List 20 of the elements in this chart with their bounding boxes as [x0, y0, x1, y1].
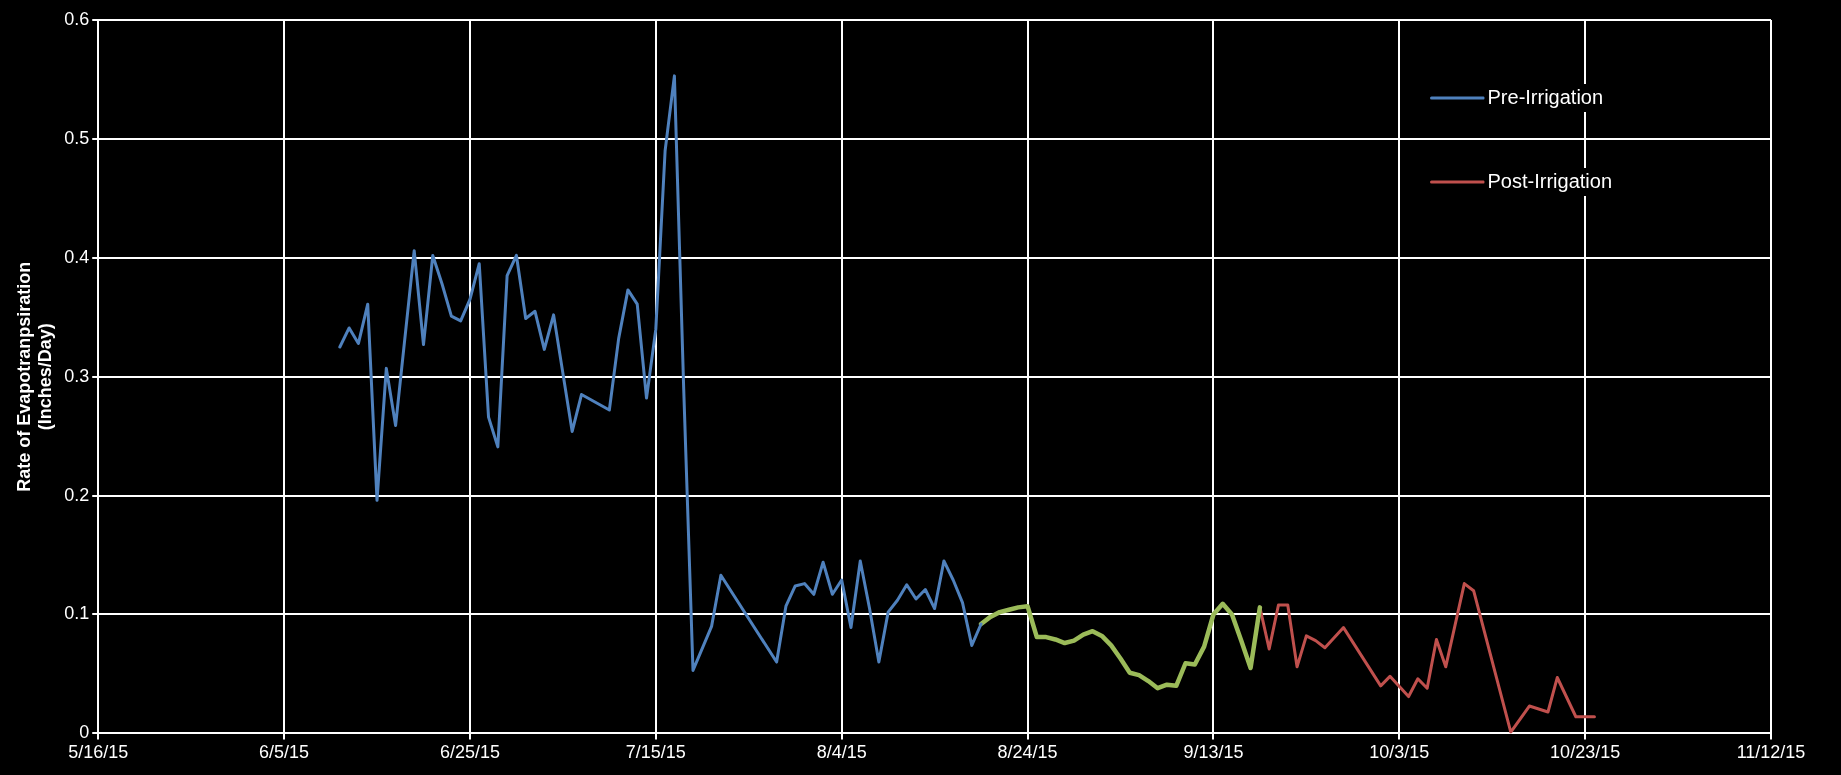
x-tick-label: 6/25/15 [439, 742, 500, 763]
x-tick-label: 11/12/15 [1736, 742, 1806, 763]
x-tick-label: 8/24/15 [997, 742, 1058, 763]
y-axis-title: Rate of Evapotranpsiration (Inches/Day) [13, 261, 56, 492]
x-tick-label: 9/13/15 [1183, 742, 1244, 763]
legend-label: Post-Irrigation [1487, 169, 1613, 192]
legend-label: Pre-Irrigation [1487, 85, 1604, 108]
x-tick-label: 5/16/15 [68, 742, 129, 763]
y-tick-label: 0.6 [64, 8, 90, 29]
x-tick-label: 8/4/15 [816, 742, 867, 763]
x-tick-label: 10/23/15 [1550, 742, 1621, 763]
y-tick-label: 0.5 [64, 127, 90, 148]
y-tick-label: 0.3 [64, 365, 90, 386]
y-tick-label: 0 [79, 722, 90, 743]
y-tick-label: 0.4 [64, 246, 90, 267]
y-tick-label: 0.1 [64, 603, 90, 624]
x-tick-label: 6/5/15 [259, 742, 310, 763]
x-tick-label: 7/15/15 [625, 742, 686, 763]
x-tick-label: 10/3/15 [1369, 742, 1430, 763]
y-tick-label: 0.2 [64, 484, 90, 505]
